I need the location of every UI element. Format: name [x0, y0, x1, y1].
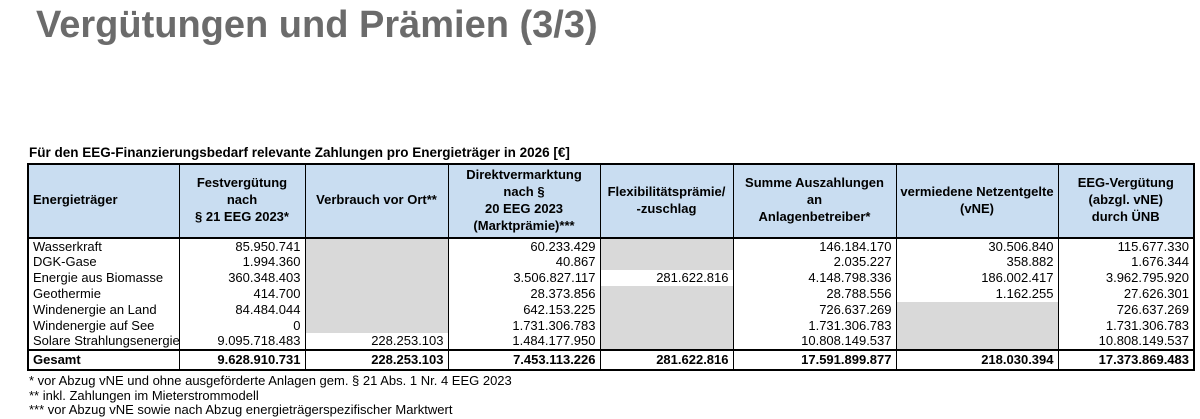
header-flexibilitaetspraemie: Flexibilitätsprämie/ -zuschlag: [599, 163, 734, 239]
footnotes: * vor Abzug vNE und ohne ausgeförderte A…: [29, 374, 1193, 418]
total-value-cell: 228.253.103: [304, 349, 449, 372]
value-cell: 726.637.269: [732, 301, 897, 318]
empty-shaded-cell: [895, 333, 1059, 351]
empty-shaded-cell: [599, 301, 734, 318]
value-cell: 85.950.741: [178, 237, 306, 255]
value-cell: 414.700: [178, 285, 306, 302]
table-caption: Für den EEG-Finanzierungsbedarf relevant…: [29, 145, 570, 160]
value-cell: 186.002.417: [895, 270, 1059, 286]
value-cell: 1.731.306.783: [1057, 317, 1195, 334]
empty-shaded-cell: [599, 333, 734, 351]
value-cell: 281.622.816: [599, 270, 734, 286]
empty-shaded-cell: [895, 317, 1059, 334]
empty-shaded-cell: [599, 285, 734, 302]
table-row: Geothermie 414.700 28.373.856 28.788.556 1.1…: [27, 285, 1195, 302]
footnote-2: ** inkl. Zahlungen im Mieterstrommodell: [29, 387, 259, 403]
value-cell: 726.637.269: [1057, 301, 1195, 318]
value-cell: 9.095.718.483: [178, 333, 306, 351]
total-value-cell: 7.453.113.226: [447, 349, 601, 372]
table-row: Wasserkraft 85.950.741 60.233.429 146.184.1…: [27, 237, 1195, 255]
header-eeg-verguetung: EEG-Vergütung (abzgl. vNE) durch ÜNB: [1057, 163, 1195, 239]
table-row: Windenergie an Land 84.484.044 642.153.225…: [27, 301, 1195, 318]
value-cell: 10.808.149.537: [732, 333, 897, 351]
value-cell: 360.348.403: [178, 270, 306, 286]
value-cell: 1.994.360: [178, 254, 306, 271]
value-cell: 1.162.255: [895, 285, 1059, 302]
empty-shaded-cell: [304, 237, 449, 255]
table-row: Energie aus Biomasse 360.348.403 3.506.827…: [27, 270, 1195, 286]
value-cell: 4.148.798.336: [732, 270, 897, 286]
total-value-cell: 17.591.899.877: [732, 349, 897, 372]
footnote-3: *** vor Abzug vNE sowie nach Abzug energ…: [29, 402, 453, 418]
empty-shaded-cell: [599, 237, 734, 255]
value-cell: 3.506.827.117: [447, 270, 601, 286]
value-cell: 40.867: [447, 254, 601, 271]
row-label: DGK-Gase: [27, 254, 180, 271]
value-cell: 3.962.795.920: [1057, 270, 1195, 286]
table-body: Wasserkraft 85.950.741 60.233.429 146.184.1…: [27, 237, 1195, 351]
page-title: Vergütungen und Prämien (3/3): [36, 4, 598, 46]
value-cell: 0: [178, 317, 306, 334]
empty-shaded-cell: [304, 301, 449, 318]
total-value-cell: 218.030.394: [895, 349, 1059, 372]
row-label: Solare Strahlungsenergie: [27, 333, 180, 351]
value-cell: 84.484.044: [178, 301, 306, 318]
value-cell: 28.788.556: [732, 285, 897, 302]
header-verbrauch-vor-ort: Verbrauch vor Ort**: [304, 163, 449, 239]
value-cell: 1.731.306.783: [732, 317, 897, 334]
empty-shaded-cell: [599, 317, 734, 334]
row-label: Windenergie auf See: [27, 317, 180, 334]
footnote-1: * vor Abzug vNE und ohne ausgeförderte A…: [29, 373, 512, 389]
value-cell: 27.626.301: [1057, 285, 1195, 302]
table-section: Für den EEG-Finanzierungsbedarf relevant…: [27, 145, 1195, 418]
empty-shaded-cell: [304, 285, 449, 302]
value-cell: 30.506.840: [895, 237, 1059, 255]
row-label: Wasserkraft: [27, 237, 180, 255]
header-energietraeger: Energieträger: [27, 163, 180, 239]
value-cell: 1.676.344: [1057, 254, 1195, 271]
header-festverguetung: Festvergütung nach § 21 EEG 2023*: [178, 163, 306, 239]
total-value-cell: 281.622.816: [599, 349, 734, 372]
table-row: Solare Strahlungsenergie 9.095.718.483 228…: [27, 333, 1195, 351]
value-cell: 115.677.330: [1057, 237, 1195, 255]
total-row-label: Gesamt: [27, 349, 180, 372]
value-cell: 358.882: [895, 254, 1059, 271]
total-row: Gesamt 9.628.910.731 228.253.103 7.453.1…: [27, 349, 1195, 372]
value-cell: 60.233.429: [447, 237, 601, 255]
value-cell: 642.153.225: [447, 301, 601, 318]
value-cell: 28.373.856: [447, 285, 601, 302]
empty-shaded-cell: [895, 301, 1059, 318]
empty-shaded-cell: [304, 270, 449, 286]
value-cell: 146.184.170: [732, 237, 897, 255]
value-cell: 1.731.306.783: [447, 317, 601, 334]
header-vermiedene-netzentgelte: vermiedene Netzentgelte (vNE): [895, 163, 1059, 239]
empty-shaded-cell: [304, 317, 449, 334]
table-row: Windenergie auf See 0 1.731.306.783 1.731.3…: [27, 317, 1195, 334]
header-direktvermarktung: Direktvermarktung nach § 20 EEG 2023 (Ma…: [447, 163, 601, 239]
header-summe-auszahlungen: Summe Auszahlungen an Anlagenbetreiber*: [732, 163, 897, 239]
total-value-cell: 9.628.910.731: [178, 349, 306, 372]
row-label: Geothermie: [27, 285, 180, 302]
row-label: Windenergie an Land: [27, 301, 180, 318]
row-label: Energie aus Biomasse: [27, 270, 180, 286]
table-row: DGK-Gase 1.994.360 40.867 2.035.227 358.882 1…: [27, 254, 1195, 271]
value-cell: 10.808.149.537: [1057, 333, 1195, 351]
total-value-cell: 17.373.869.483: [1057, 349, 1195, 372]
empty-shaded-cell: [304, 254, 449, 271]
eeg-payments-table: Energieträger Festvergütung nach § 21 EE…: [27, 163, 1195, 372]
header-row: Energieträger Festvergütung nach § 21 EE…: [27, 163, 1195, 239]
empty-shaded-cell: [599, 254, 734, 271]
value-cell: 1.484.177.950: [447, 333, 601, 351]
value-cell: 228.253.103: [304, 333, 449, 351]
value-cell: 2.035.227: [732, 254, 897, 271]
